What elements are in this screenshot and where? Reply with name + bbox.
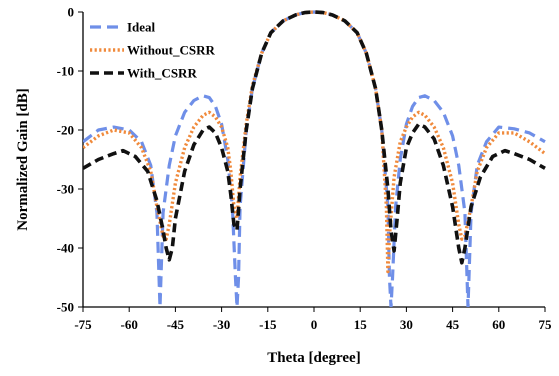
y-tick-label: -50 — [57, 300, 74, 315]
y-axis-title: Normalized Gain [dB] — [15, 88, 31, 231]
series-line-ideal — [83, 10, 546, 307]
series-layer — [83, 10, 547, 307]
x-tick-label: -75 — [74, 317, 92, 332]
x-tick-label: -15 — [259, 317, 277, 332]
x-tick-label: 30 — [400, 317, 413, 332]
x-tick-label: 0 — [311, 317, 318, 332]
legend-label: Ideal — [127, 20, 156, 35]
x-tick-label: -30 — [213, 317, 230, 332]
x-tick-label: -45 — [167, 317, 185, 332]
legend-label: With_CSRR — [127, 66, 197, 81]
legend: Ideal Without_CSRR With_CSRR — [90, 20, 216, 81]
series-line-with-csrr — [83, 10, 546, 265]
x-tick-label: 15 — [354, 317, 368, 332]
x-tick-label: -60 — [121, 317, 138, 332]
y-tick-label: -10 — [57, 64, 74, 79]
x-tick-label: 75 — [539, 317, 553, 332]
axes-layer: -75 -60 -45 -30 -15 0 15 30 45 60 75 0 -10 -20 -30 -40 -… — [57, 5, 552, 333]
y-tick-label: 0 — [68, 5, 75, 20]
x-tick-label: 45 — [446, 317, 460, 332]
y-tick-label: -20 — [57, 123, 74, 138]
y-tick-label: -30 — [57, 182, 74, 197]
legend-label: Without_CSRR — [127, 43, 216, 58]
x-tick-label: 60 — [492, 317, 505, 332]
x-axis-title: Theta [degree] — [267, 350, 360, 366]
y-tick-label: -40 — [57, 241, 74, 256]
